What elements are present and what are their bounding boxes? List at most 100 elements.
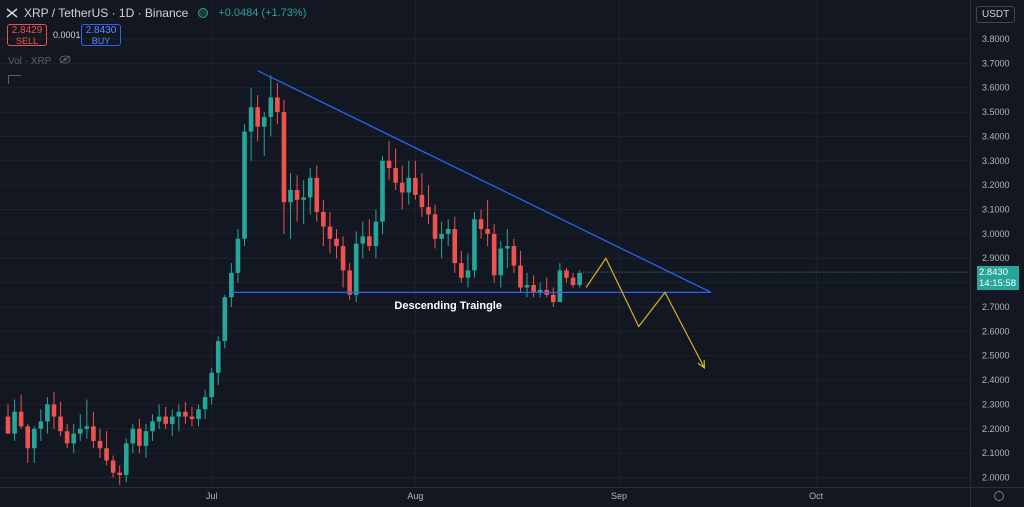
candle-body <box>380 160 385 222</box>
candle-body <box>551 294 556 303</box>
candle-body <box>537 289 543 293</box>
candle-body <box>183 411 188 417</box>
candle-body <box>255 107 260 127</box>
price-tick-label: 2.0000 <box>982 472 1010 482</box>
time-tick-label: Jul <box>206 491 218 501</box>
market-status-icon <box>198 8 209 18</box>
candle-body <box>294 190 300 200</box>
volume-label: Vol · XRP <box>8 55 52 67</box>
candle-body <box>84 426 90 429</box>
candle-body <box>176 411 182 417</box>
candle-body <box>117 472 122 476</box>
candle-body <box>163 416 168 424</box>
buy-label: BUY <box>91 36 111 46</box>
buy-button[interactable]: 2.8430 BUY <box>81 24 121 46</box>
price-tick-label: 2.5000 <box>982 351 1010 361</box>
volume-legend[interactable]: Vol · XRP <box>8 55 71 67</box>
candle-body <box>307 177 313 198</box>
candle-body <box>242 131 247 239</box>
price-tick-label: 3.1000 <box>982 205 1010 215</box>
candle-body <box>261 116 267 127</box>
currency-button[interactable]: USDT <box>976 6 1016 23</box>
candle-body <box>452 229 458 264</box>
candle-body <box>472 219 477 271</box>
candle-body <box>51 404 57 417</box>
candle-body <box>327 226 333 239</box>
candle-body <box>564 270 569 278</box>
candle-body <box>465 270 471 278</box>
candle-body <box>360 236 366 244</box>
price-change: +0.0484 (+1.73%) <box>218 7 307 19</box>
candle-body <box>150 421 155 432</box>
pattern-label: Descending Traingle <box>394 300 502 312</box>
candle-body <box>222 297 228 342</box>
candle-body <box>202 397 208 410</box>
collapse-icon[interactable] <box>8 75 21 84</box>
candle-body <box>334 238 339 247</box>
candle-body <box>445 229 451 234</box>
candle-body <box>413 177 418 195</box>
candle-body <box>491 233 497 276</box>
candlestick-series <box>5 75 582 485</box>
price-tick-label: 2.2000 <box>982 424 1010 434</box>
eye-hidden-icon[interactable] <box>59 55 71 67</box>
price-tick-label: 3.5000 <box>982 107 1010 117</box>
price-tick-label: 2.6000 <box>982 326 1010 336</box>
candle-body <box>97 440 103 449</box>
candle-body <box>367 236 372 247</box>
candle-body <box>275 97 280 113</box>
candle-body <box>281 112 287 203</box>
candle-body <box>156 416 162 422</box>
time-tick-label: Oct <box>809 491 824 501</box>
price-axis[interactable]: 2.0000 2.1000 2.2000 2.3000 2.4000 2.5000 2.60… <box>982 34 1010 482</box>
candle-body <box>64 431 70 444</box>
symbol-header[interactable]: XRP / TetherUS · 1D · Binance +0.0484 (+… <box>6 6 306 20</box>
candle-body <box>196 409 201 420</box>
spread-value: 0.0001 <box>53 30 81 40</box>
time-tick-label: Sep <box>611 491 627 501</box>
candle-body <box>38 421 44 429</box>
candle-body <box>12 411 17 434</box>
candle-body <box>288 190 293 203</box>
candle-body <box>432 214 438 239</box>
sell-label: SELL <box>15 36 39 46</box>
price-tick-label: 2.7000 <box>982 302 1010 312</box>
candle-body <box>314 177 320 212</box>
candle-body <box>478 219 484 230</box>
price-tick-label: 3.0000 <box>982 229 1010 239</box>
candle-body <box>353 243 359 295</box>
projection-arrowhead <box>697 359 706 370</box>
candle-body <box>123 443 129 476</box>
price-tick-label: 3.3000 <box>982 156 1010 166</box>
price-tick-label: 3.2000 <box>982 180 1010 190</box>
price-tick-label: 3.4000 <box>982 131 1010 141</box>
price-tick-label: 2.9000 <box>982 253 1010 263</box>
candle-body <box>130 428 136 444</box>
candle-body <box>518 265 523 288</box>
candle-body <box>91 426 96 441</box>
candle-body <box>406 177 412 193</box>
sell-button[interactable]: 2.8429 SELL <box>7 24 47 46</box>
time-axis[interactable]: Jul Aug Sep Oct <box>206 491 824 501</box>
candle-body <box>399 182 405 193</box>
candle-body <box>321 211 326 227</box>
price-tick-label: 3.8000 <box>982 34 1010 44</box>
candle-body <box>189 416 195 420</box>
projection-path <box>585 257 705 369</box>
candle-body <box>235 238 241 273</box>
chart-annotations: Descending Traingle <box>231 70 970 370</box>
candle-body <box>439 233 444 239</box>
current-price-value: 2.8430 <box>979 267 1009 278</box>
gear-icon[interactable] <box>994 491 1004 501</box>
candle-body <box>77 428 83 434</box>
candle-body <box>45 404 50 422</box>
candle-body <box>71 433 76 444</box>
symbol-title[interactable]: XRP / TetherUS · 1D · Binance <box>24 6 189 20</box>
candle-body <box>511 246 517 266</box>
candle-body <box>577 272 582 286</box>
candle-body <box>340 246 346 271</box>
candle-body <box>570 277 576 286</box>
xrp-logo-icon <box>6 7 18 19</box>
